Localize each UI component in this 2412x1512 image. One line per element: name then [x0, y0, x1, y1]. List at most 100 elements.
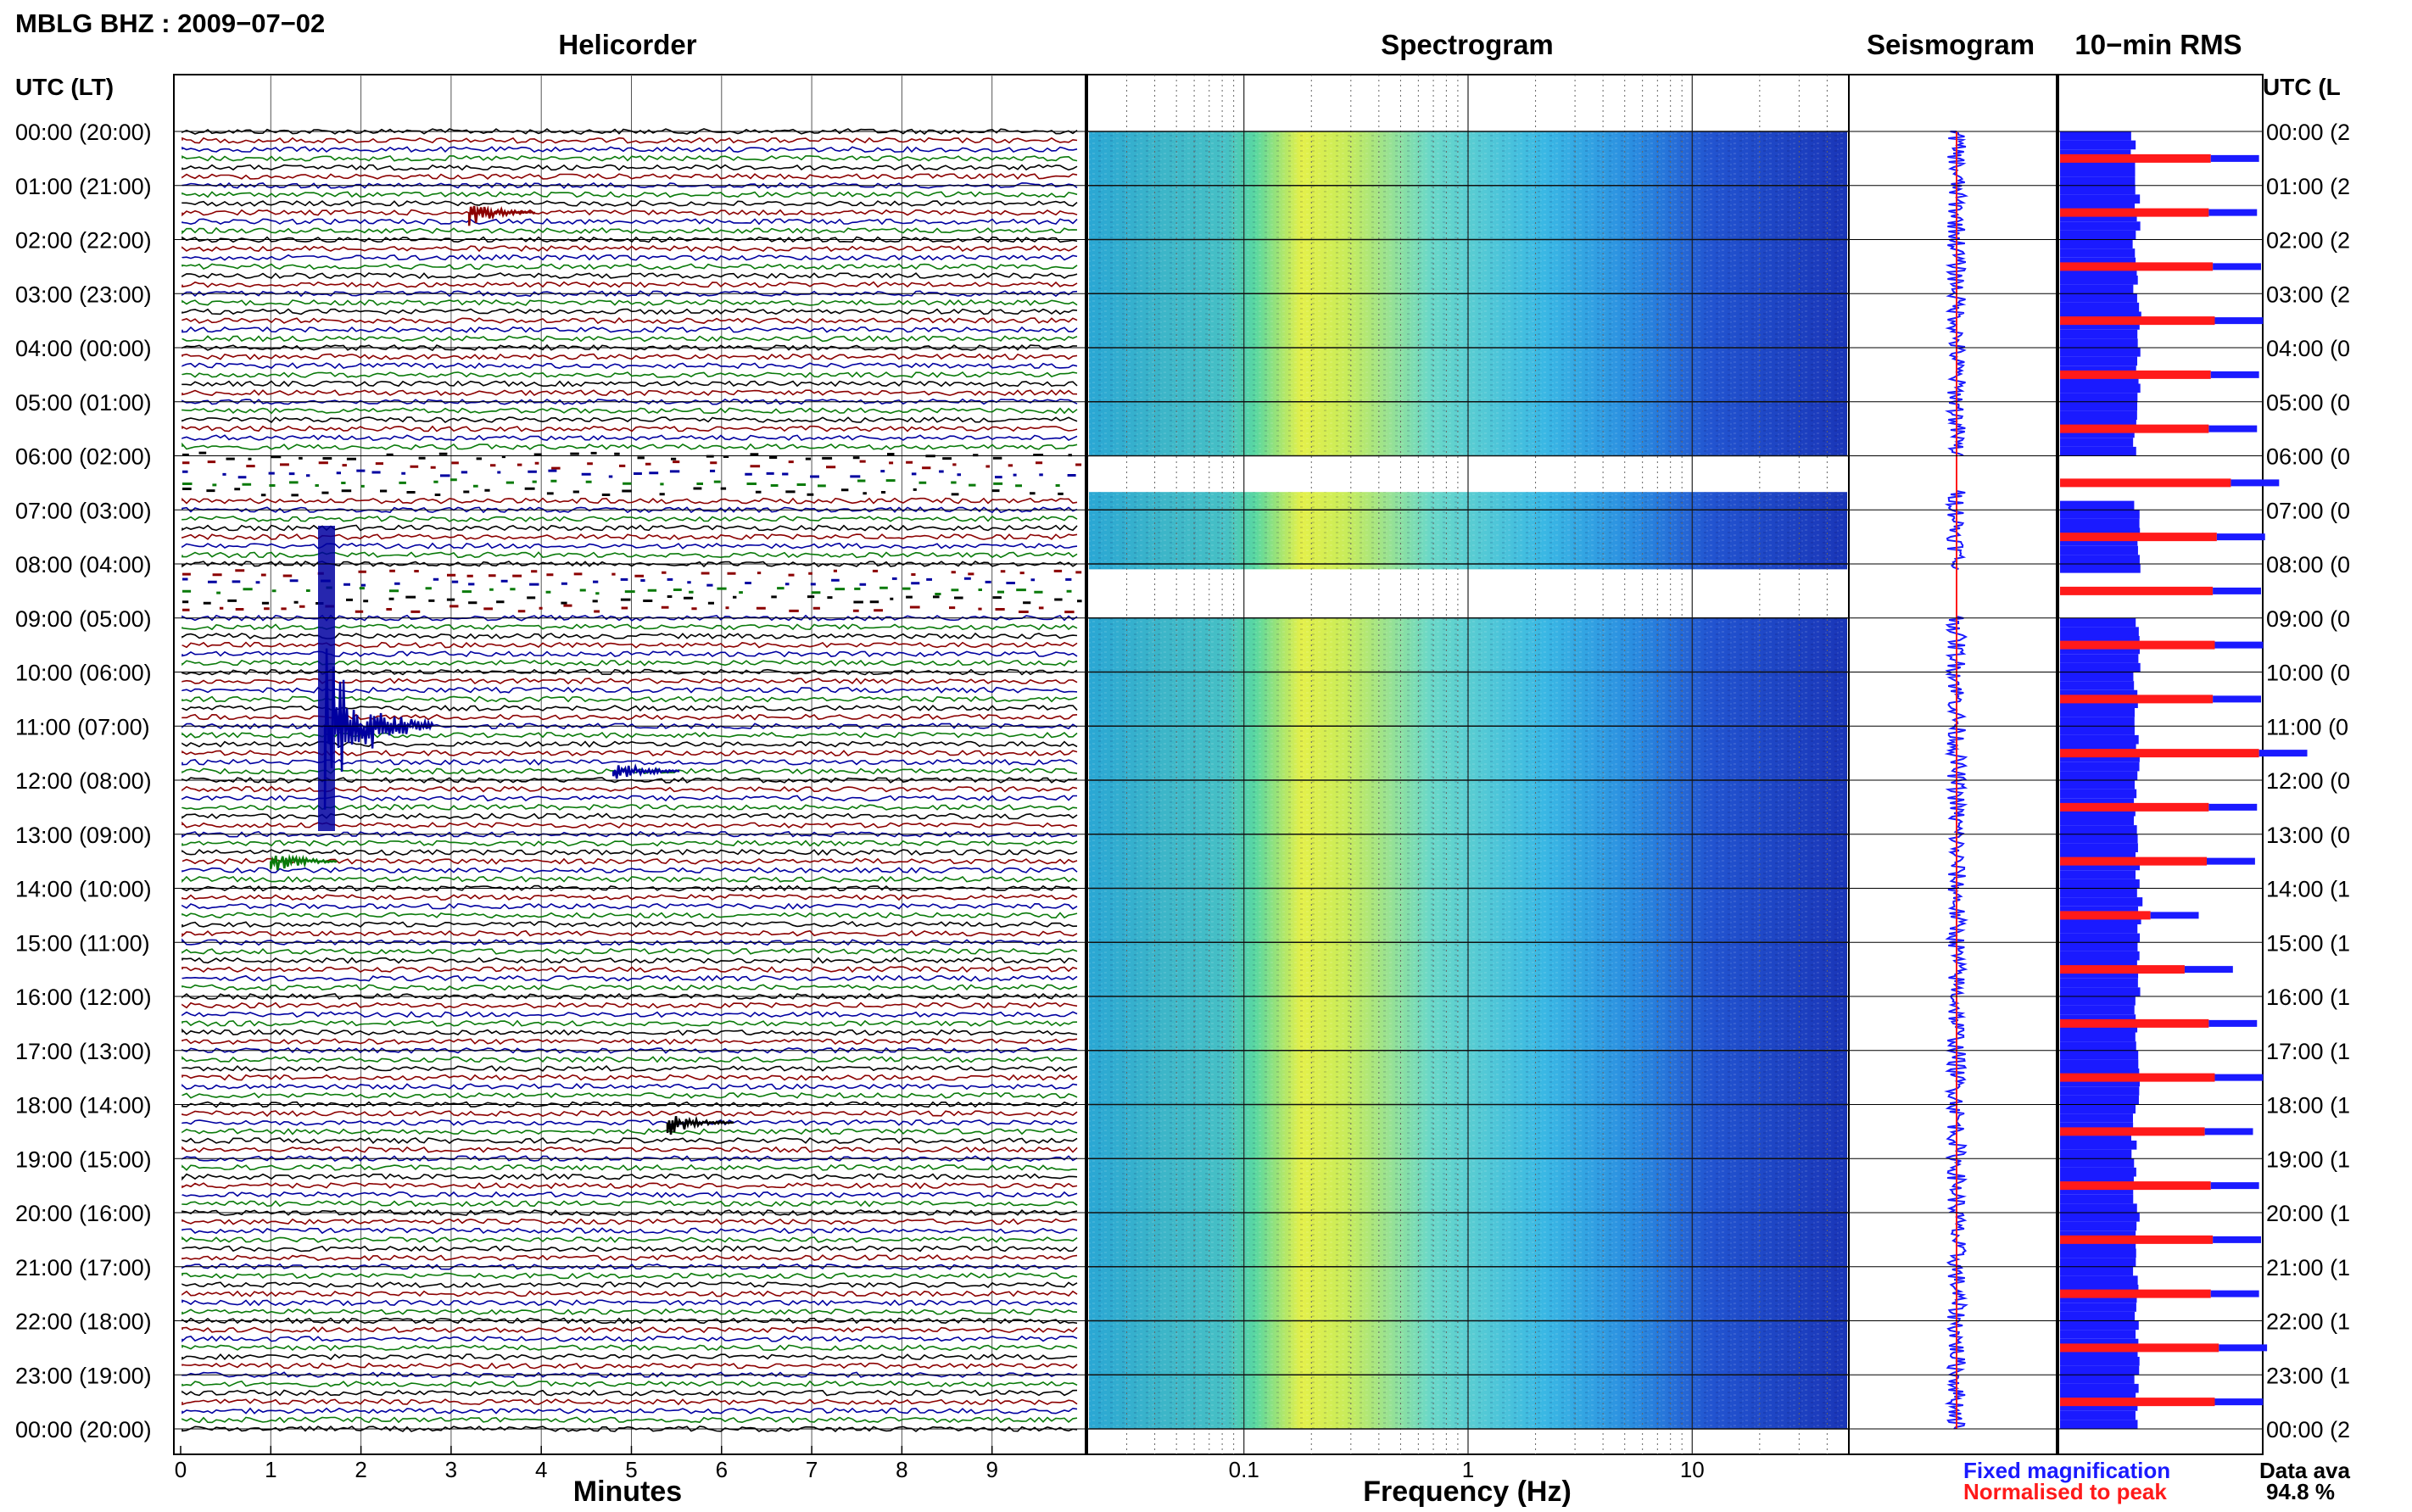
helicorder-frame [173, 74, 1086, 1455]
rms-bar-fixed [2060, 708, 2136, 717]
helicorder-trace [181, 966, 1078, 974]
rms-bar-normalised [2060, 856, 2208, 866]
helicorder-trace [181, 254, 1078, 261]
rms-bar-fixed [2060, 1303, 2136, 1312]
rms-bar-fixed [2060, 942, 2138, 951]
rms-bar-fixed [2060, 699, 2138, 708]
rms-bar-fixed [2060, 852, 2136, 862]
rms-bar-fixed [2060, 861, 2141, 871]
time-label-right: 08:00 (0 [2266, 552, 2350, 577]
time-label-right: 21:00 (1 [2266, 1255, 2350, 1280]
time-label-left: 00:00 (20:00) [15, 1417, 152, 1442]
helicorder-trace [181, 1407, 1078, 1414]
helicorder-trace [181, 200, 1078, 207]
rms-bar-fixed [2060, 617, 2136, 628]
rms-bar-fixed [2060, 1239, 2136, 1249]
rms-bar-fixed [2060, 1113, 2133, 1123]
legend-fixed-magnification: Fixed magnification [1963, 1458, 2170, 1483]
rms-bar-fixed [2060, 302, 2140, 312]
time-label-right: 23:00 (1 [2266, 1363, 2350, 1388]
time-label-right: 22:00 (1 [2266, 1309, 2350, 1335]
rms-bar-fixed [2060, 960, 2137, 970]
rms-bar-fixed [2060, 1005, 2135, 1015]
minute-tick-label: 6 [716, 1457, 728, 1482]
time-label-right: 02:00 (2 [2266, 228, 2350, 254]
rms-bar-fixed [2060, 681, 2135, 690]
rms-bar-fixed [2060, 762, 2140, 772]
rms-bar-fixed [2060, 1095, 2139, 1105]
rms-bar-fixed [2060, 662, 2141, 672]
time-label-right: 03:00 (2 [2266, 282, 2350, 307]
rms-bar-fixed [2060, 879, 2140, 889]
rms-bar-normalised [2060, 262, 2214, 271]
rms-bar-fixed [2060, 194, 2141, 204]
helicorder-trace [181, 263, 1078, 271]
rms-bar-fixed [2060, 753, 2140, 762]
time-label-right: 01:00 (2 [2266, 174, 2350, 199]
rms-bar-fixed [2060, 1131, 2131, 1141]
rms-bar-normalised [2060, 1235, 2214, 1244]
rms-bar-fixed [2060, 1230, 2136, 1240]
legend-normalised-to-peak: Normalised to peak [1963, 1479, 2167, 1504]
rms-bar-fixed-peak [2231, 479, 2280, 487]
time-label-left: 18:00 (14:00) [15, 1093, 152, 1119]
rms-bar-normalised [2060, 424, 2209, 433]
rms-bar-fixed [2060, 311, 2141, 321]
time-label-right: 18:00 (1 [2266, 1093, 2350, 1119]
rms-bar-fixed [2060, 1383, 2139, 1393]
helicorder-trace [181, 984, 1078, 991]
rms-bar-fixed [2060, 158, 2136, 168]
rms-bar-fixed [2060, 1167, 2136, 1177]
rms-bar-fixed [2060, 1420, 2138, 1429]
time-label-left: 10:00 (06:00) [15, 661, 152, 686]
minute-tick-label: 9 [985, 1457, 997, 1482]
rms-bar-fixed [2060, 1086, 2140, 1096]
helicorder-trace [181, 371, 1078, 378]
helicorder-trace [181, 362, 1078, 370]
rms-bar-fixed [2060, 276, 2138, 285]
time-label-left: 13:00 (09:00) [15, 823, 152, 848]
rms-bar-fixed [2060, 1275, 2138, 1285]
rms-bar-fixed [2060, 284, 2134, 294]
helicorder-trace [181, 1001, 1078, 1009]
helicorder-trace [181, 1254, 1078, 1262]
rms-bar-fixed [2060, 1266, 2134, 1276]
rms-bar-fixed [2060, 771, 2138, 780]
rms-bar-fixed [2060, 843, 2138, 852]
helicorder-trace [181, 1182, 1078, 1190]
rms-bar-fixed [2060, 257, 2136, 267]
helicorder-trace [181, 993, 1078, 1000]
time-label-left: 01:00 (21:00) [15, 174, 152, 199]
rms-bar-fixed [2060, 1104, 2136, 1114]
rms-bar-fixed [2060, 510, 2140, 519]
helicorder-trace [181, 1362, 1078, 1370]
rms-bar-fixed [2060, 924, 2138, 934]
helicorder-trace [181, 1344, 1078, 1352]
helicorder-trace [181, 902, 1078, 910]
rms-bar-fixed [2060, 401, 2138, 411]
minute-tick-label: 4 [535, 1457, 547, 1482]
time-label-left: 16:00 (12:00) [15, 985, 152, 1010]
helicorder-trace [181, 1227, 1078, 1235]
rms-bar-normalised [2060, 802, 2209, 812]
rms-bar-fixed [2060, 816, 2135, 826]
rms-bar-fixed [2060, 293, 2137, 303]
rms-bar-fixed-peak [2210, 371, 2259, 378]
helicorder-trace [181, 1146, 1078, 1153]
rms-bar-fixed-peak [2213, 587, 2261, 594]
rms-bar-fixed-peak [2214, 1398, 2264, 1406]
rms-bar-normalised [2060, 1018, 2209, 1028]
helicorder-trace [181, 1299, 1078, 1307]
rms-bar-fixed [2060, 500, 2135, 511]
helicorder-trace [181, 290, 1078, 298]
helicorder-trace [181, 1019, 1078, 1027]
time-label-left: 05:00 (01:00) [15, 390, 152, 416]
rms-bar-normalised [2060, 586, 2214, 595]
time-labels-right: 00:00 (2 01:00 (2 02:00 (2 03:00 (2 04:00 (0… [2266, 120, 2350, 1442]
rms-bar-fixed [2060, 1023, 2138, 1033]
time-label-left: 06:00 (02:00) [15, 444, 152, 470]
helicorder-trace [181, 1398, 1078, 1406]
data-availability-label: Data ava [2259, 1458, 2350, 1483]
